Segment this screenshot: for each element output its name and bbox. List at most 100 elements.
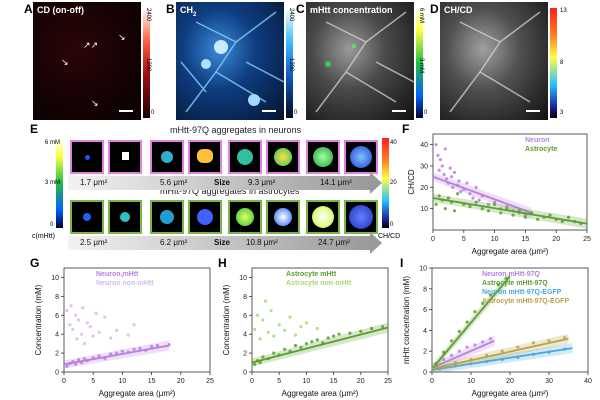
data-point [449, 339, 454, 343]
data-point [473, 343, 477, 347]
x-tick-label: 15 [148, 378, 156, 385]
astro-size-arrow [68, 236, 372, 250]
right-cbar-tick-mid: 20 [390, 180, 397, 186]
data-point [563, 336, 567, 340]
data-point [547, 339, 551, 343]
astrocyte-aggregate-tile [266, 200, 300, 234]
data-point [77, 358, 81, 362]
data-point [299, 325, 303, 329]
data-point [380, 325, 385, 329]
fit-line [432, 197, 588, 225]
data-point [488, 293, 493, 297]
right-cbar-tick-bottom: 0 [390, 222, 394, 228]
data-point [511, 213, 515, 217]
panel-a-title: CD (on-off) [37, 5, 84, 15]
right-cbar-tick-top: 40 [390, 140, 397, 146]
data-point [82, 342, 87, 346]
data-point [85, 321, 89, 325]
panel-letter-g: G [30, 256, 40, 270]
panel-letter-c: C [296, 2, 305, 16]
data-point [444, 177, 449, 181]
legend-entry: Neuron non-mHtt [96, 280, 154, 287]
neuron-size-label: 14.1 μm² [320, 178, 352, 187]
fit-line [431, 347, 573, 371]
data-point [97, 354, 101, 358]
y-tick-label: 2 [243, 351, 247, 358]
x-tick-label: 25 [583, 236, 591, 243]
panel-letter-i: I [400, 256, 404, 270]
data-point [548, 213, 552, 217]
colorbar-d [550, 8, 557, 118]
data-point [434, 143, 438, 147]
arrow-marker: ↘ [118, 32, 126, 42]
data-point [536, 217, 540, 221]
astrocyte-aggregate-tile [228, 200, 262, 234]
data-point [480, 207, 484, 211]
data-point [283, 347, 287, 351]
data-point [456, 192, 460, 196]
data-point [468, 192, 472, 196]
legend-entry: Neuron [525, 137, 550, 144]
legend-entry: Neuron mHtt [96, 271, 139, 278]
data-point [449, 175, 454, 179]
data-point [474, 200, 478, 204]
data-point [560, 219, 564, 224]
data-point [488, 337, 493, 341]
neuron-size-arrow [68, 176, 372, 190]
data-point [299, 345, 303, 350]
scale-bar [392, 110, 406, 112]
left-cbar-tick-top: 6 mM [45, 140, 60, 146]
data-point [120, 349, 124, 353]
data-point [465, 345, 469, 349]
y-axis-label: Concentration (mM) [222, 284, 231, 355]
x-tick-label: 10 [491, 236, 499, 243]
x-tick-label: 20 [506, 378, 514, 385]
data-point [81, 306, 85, 310]
x-tick-label: 20 [552, 236, 560, 243]
neuron-aggregate-tile [70, 140, 104, 174]
x-tick-label: 20 [357, 378, 365, 385]
y-tick-label: 2 [55, 351, 59, 358]
data-point [457, 349, 461, 353]
data-point [75, 337, 79, 341]
x-tick-label: 30 [545, 378, 553, 385]
panel-b: CH2 [176, 2, 284, 120]
y-tick-label: 40 [420, 142, 428, 149]
legend-entry: Astrocyte mHtt-97Q-EGFP [482, 298, 569, 305]
left-cbar-tick-mid: 3 mM [45, 180, 60, 186]
data-point [277, 323, 281, 327]
colorbar-a [143, 8, 150, 118]
x-tick-label: 5 [277, 378, 281, 385]
x-axis-label: Aggregate area (μm²) [99, 389, 176, 398]
neuron-size-arrowhead [370, 172, 382, 194]
x-tick-label: 40 [584, 378, 592, 385]
data-point [65, 308, 69, 313]
neuron-aggregate-tile [344, 140, 378, 174]
data-point [109, 352, 113, 356]
data-point [261, 355, 265, 359]
panel-letter-f: F [402, 122, 410, 136]
scale-bar [526, 110, 540, 112]
y-axis-label: mHtt concentration (mM) [402, 276, 411, 364]
colorbar-b-tick-top: 2400 [288, 8, 294, 22]
fit-line [431, 339, 495, 369]
y-tick-label: 20 [420, 185, 428, 192]
data-point [255, 313, 260, 317]
neuron-size-label: 9.3 μm² [248, 178, 276, 187]
data-point [138, 346, 142, 350]
chart-h: 0 5 10 15 20 25 0 2 4 6 8 10 Aggregate area (μm²) Con… [222, 267, 392, 398]
panel-c: mHtt concentration [306, 2, 414, 120]
y-tick-label: 10 [419, 266, 427, 273]
data-point [452, 209, 457, 213]
data-point [452, 170, 457, 174]
data-point [446, 196, 450, 200]
panel-letter-a-outer: A [24, 2, 33, 16]
data-point [114, 328, 119, 332]
series-2 [431, 343, 573, 374]
neuron-size-label: 1.7 μm² [80, 178, 108, 187]
panel-a: CD (on-off) ↗↗ ↘ ↘ ↘ [33, 2, 141, 120]
data-point [474, 185, 478, 189]
data-point [531, 341, 535, 345]
x-tick-label: 25 [384, 378, 392, 385]
plot-frame [63, 267, 211, 373]
